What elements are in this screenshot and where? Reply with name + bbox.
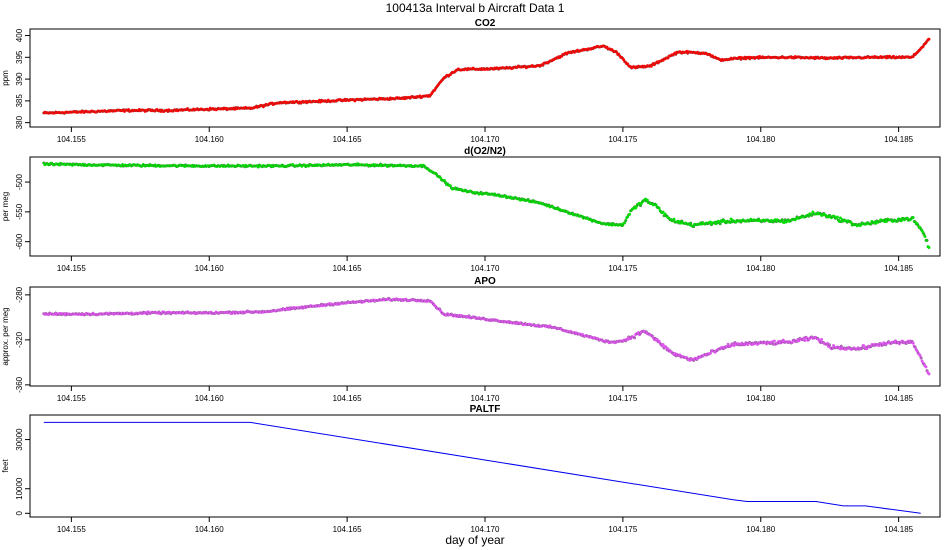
y-tick-label: 10000 bbox=[15, 477, 24, 500]
x-tick-label: 104.180 bbox=[746, 135, 775, 144]
data-point bbox=[911, 341, 915, 345]
data-point bbox=[826, 341, 830, 345]
x-tick-label: 104.165 bbox=[333, 135, 362, 144]
data-point bbox=[633, 336, 637, 340]
x-tick-label: 104.180 bbox=[746, 264, 775, 273]
data-point bbox=[661, 210, 665, 214]
data-point bbox=[911, 215, 915, 219]
x-tick-label: 104.185 bbox=[884, 525, 913, 534]
y-tick-label: 395 bbox=[15, 50, 24, 64]
panel-title: PALTF bbox=[470, 404, 501, 415]
data-point bbox=[803, 339, 807, 343]
x-tick-label: 104.170 bbox=[471, 135, 500, 144]
y-axis-label: ppm bbox=[1, 70, 10, 86]
panel-4: PALTF feet 104.155 104.160 104.165 104.170 104… bbox=[1, 404, 941, 534]
data-point bbox=[708, 351, 712, 355]
x-tick-label: 104.170 bbox=[471, 525, 500, 534]
y-tick-label: 385 bbox=[15, 94, 24, 108]
y-tick-label: 390 bbox=[15, 72, 24, 86]
chart-panels: CO2 ppm 104.155 104.160 104.165 104.170 104.17… bbox=[1, 18, 941, 534]
data-point bbox=[835, 215, 839, 219]
x-tick-label: 104.185 bbox=[884, 135, 913, 144]
x-tick-label: 104.175 bbox=[608, 135, 637, 144]
x-tick-label: 104.185 bbox=[884, 394, 913, 403]
data-point bbox=[810, 213, 814, 217]
data-point bbox=[927, 37, 931, 41]
x-tick-label: 104.155 bbox=[57, 525, 86, 534]
data-point bbox=[624, 218, 628, 222]
data-point bbox=[628, 212, 632, 216]
data-point bbox=[919, 356, 923, 360]
data-point bbox=[672, 217, 676, 221]
y-tick-label: 380 bbox=[15, 115, 24, 129]
x-tick-label: 104.160 bbox=[195, 525, 224, 534]
x-tick-label: 104.155 bbox=[57, 264, 86, 273]
x-tick-label: 104.155 bbox=[57, 135, 86, 144]
data-point bbox=[838, 216, 842, 220]
plot-frame bbox=[29, 156, 941, 257]
x-tick-label: 104.165 bbox=[333, 525, 362, 534]
data-point bbox=[664, 345, 668, 349]
x-tick-label: 104.175 bbox=[608, 264, 637, 273]
x-tick-label: 104.170 bbox=[471, 394, 500, 403]
x-tick-label: 104.185 bbox=[884, 264, 913, 273]
y-axis-label: per meg bbox=[1, 192, 10, 221]
data-point bbox=[927, 372, 931, 376]
panel-3: APO approx. per meg 104.155 104.160 104.165 1… bbox=[1, 276, 941, 403]
x-tick-label: 104.165 bbox=[333, 264, 362, 273]
y-axis-label: approx. per meg bbox=[1, 307, 10, 365]
data-point bbox=[828, 343, 832, 347]
y-tick-label: -500 bbox=[15, 173, 24, 190]
y-tick-label: -360 bbox=[15, 376, 24, 393]
x-tick-label: 104.170 bbox=[471, 264, 500, 273]
data-point bbox=[899, 219, 903, 223]
y-tick-label: 0 bbox=[15, 511, 24, 516]
panel-title: d(O2/N2) bbox=[464, 146, 506, 157]
y-tick-label: 400 bbox=[15, 28, 24, 42]
data-point bbox=[925, 238, 929, 242]
data-point bbox=[860, 346, 864, 350]
data-point bbox=[780, 218, 784, 222]
y-tick-label: 30000 bbox=[15, 428, 24, 451]
panel-title: CO2 bbox=[475, 18, 496, 29]
panel-2: d(O2/N2) per meg 104.155 104.160 104.165 104.… bbox=[1, 146, 941, 273]
y-tick-label: -550 bbox=[15, 203, 24, 220]
x-tick-label: 104.160 bbox=[195, 264, 224, 273]
data-point bbox=[718, 222, 722, 226]
x-axis-label: day of year bbox=[445, 533, 504, 547]
series-line bbox=[43, 421, 921, 514]
data-point bbox=[869, 222, 873, 226]
panel-title: APO bbox=[474, 276, 496, 287]
panel-1: CO2 ppm 104.155 104.160 104.165 104.170 104.17… bbox=[1, 18, 941, 144]
figure-title: 100413a Interval b Aircraft Data 1 bbox=[386, 1, 565, 15]
y-tick-label: -600 bbox=[15, 233, 24, 250]
x-tick-label: 104.175 bbox=[608, 525, 637, 534]
data-point bbox=[661, 343, 665, 347]
x-tick-label: 104.160 bbox=[195, 135, 224, 144]
plot-frame bbox=[29, 28, 941, 128]
data-point bbox=[849, 221, 853, 225]
data-point bbox=[927, 245, 931, 249]
x-tick-label: 104.175 bbox=[608, 394, 637, 403]
x-tick-label: 104.180 bbox=[746, 525, 775, 534]
data-point bbox=[657, 206, 661, 210]
y-tick-label: -320 bbox=[15, 331, 24, 348]
data-point bbox=[772, 339, 776, 343]
plot-frame bbox=[29, 286, 941, 387]
y-tick-label: -280 bbox=[15, 286, 24, 303]
x-tick-label: 104.165 bbox=[333, 394, 362, 403]
data-point bbox=[820, 337, 824, 341]
data-point bbox=[645, 198, 649, 202]
data-point bbox=[862, 344, 866, 348]
y-axis-label: feet bbox=[1, 459, 10, 473]
data-point bbox=[923, 234, 927, 238]
data-point bbox=[729, 217, 733, 221]
data-point bbox=[924, 365, 928, 369]
x-tick-label: 104.155 bbox=[57, 394, 86, 403]
data-point bbox=[689, 221, 693, 225]
x-tick-label: 104.180 bbox=[746, 394, 775, 403]
x-tick-label: 104.160 bbox=[195, 394, 224, 403]
